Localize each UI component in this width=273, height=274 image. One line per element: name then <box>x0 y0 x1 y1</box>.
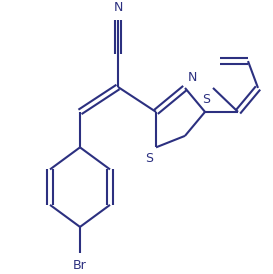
Text: N: N <box>113 1 123 14</box>
Text: S: S <box>202 93 210 106</box>
Text: S: S <box>145 152 153 165</box>
Text: Br: Br <box>73 259 87 272</box>
Text: N: N <box>188 71 197 84</box>
